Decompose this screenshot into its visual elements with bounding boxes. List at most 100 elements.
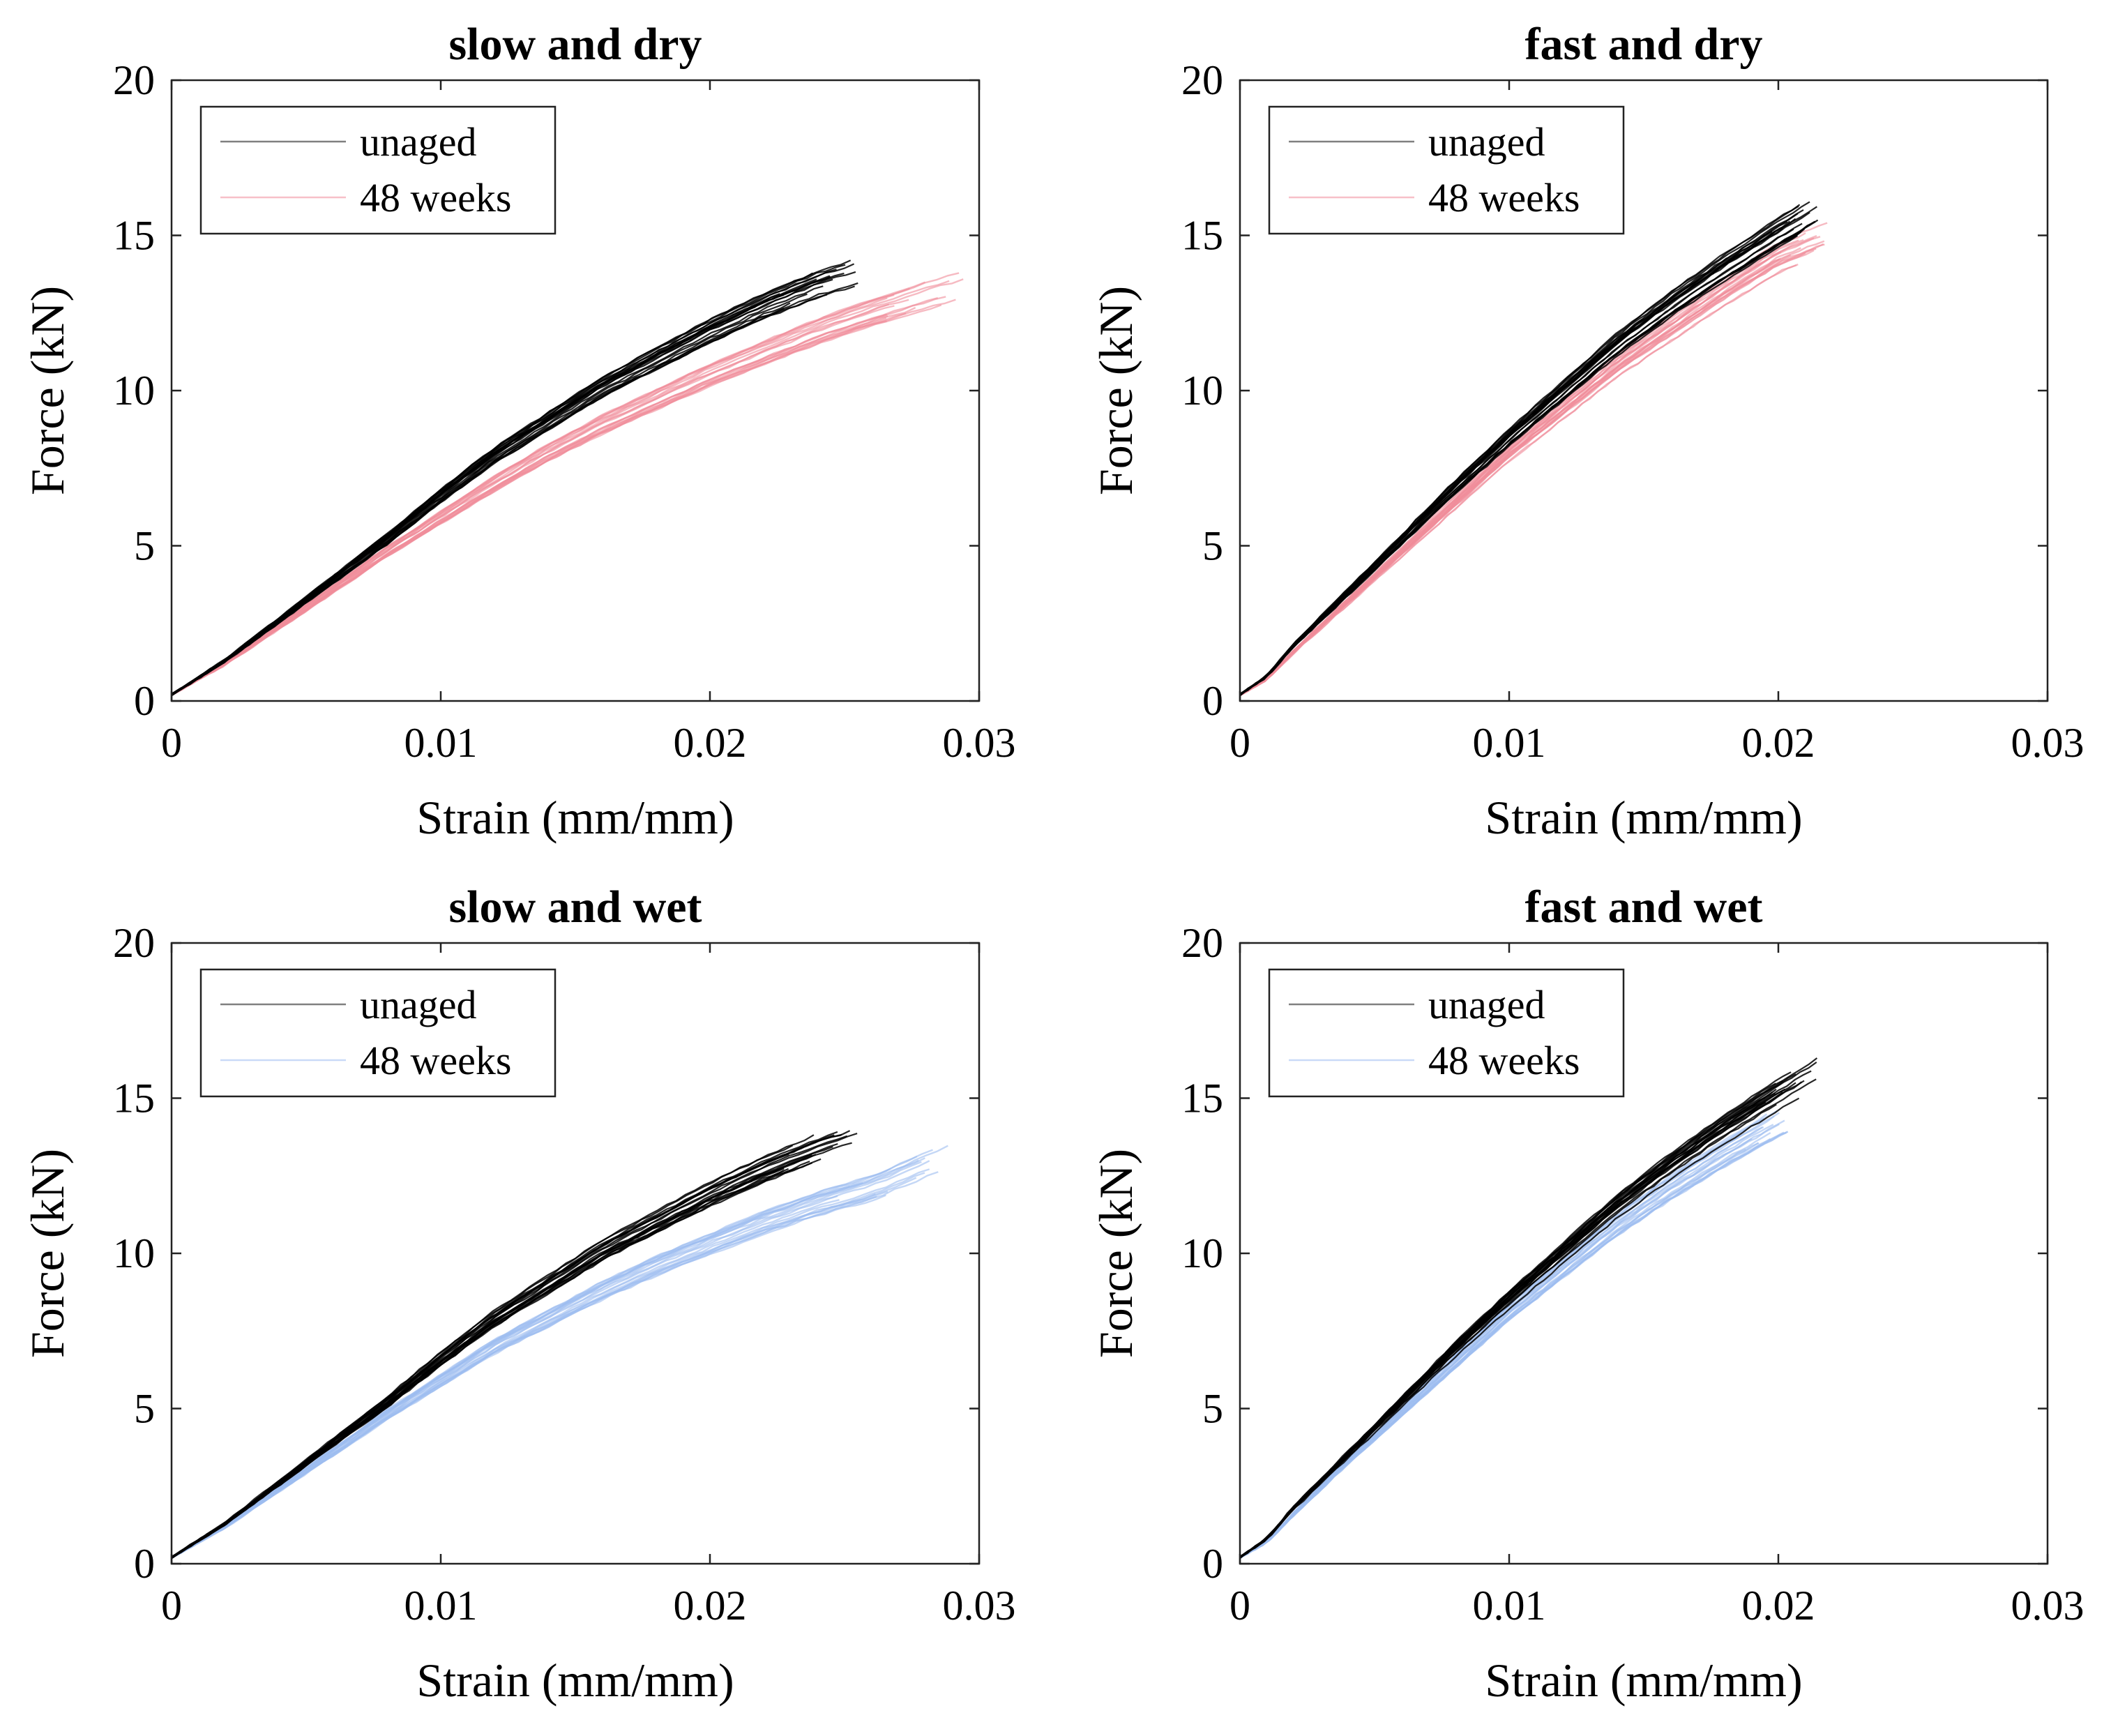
series-line-48-weeks — [1240, 254, 1792, 695]
series-line-unaged — [1240, 222, 1803, 695]
x-tick-label: 0.03 — [943, 720, 1016, 766]
chart-slow-and-dry: 0 0.01 0.02 0.03 0 5 10 15 20 slow and dry Strain … — [21, 19, 1016, 844]
chart-title: fast and wet — [1525, 882, 1763, 933]
series-48-weeks — [172, 272, 964, 697]
y-axis-label: Force (kN) — [1089, 1149, 1142, 1358]
series-line-unaged — [1240, 220, 1791, 695]
legend-box — [1268, 968, 1625, 1098]
series-48-weeks — [1240, 1110, 1789, 1560]
x-tick-label: 0 — [1229, 1583, 1250, 1629]
legend-label-unaged: unaged — [360, 119, 477, 165]
curves — [1240, 1057, 1818, 1560]
series-line-48-weeks — [1240, 264, 1797, 696]
legend-box — [1268, 105, 1625, 235]
x-tick-label: 0 — [1229, 720, 1250, 766]
series-48-weeks — [172, 1145, 948, 1560]
x-tick-label: 0 — [161, 720, 182, 766]
y-tick-label: 10 — [1181, 1230, 1223, 1276]
x-tick-label: 0.02 — [1742, 720, 1815, 766]
y-tick-label: 20 — [1181, 920, 1223, 966]
series-line-48-weeks — [172, 1168, 891, 1559]
y-tick-label: 15 — [113, 1075, 155, 1122]
legend-label-unaged: unaged — [1428, 982, 1545, 1027]
y-axis-label: Force (kN) — [21, 286, 74, 495]
series-unaged — [172, 259, 858, 697]
chart-title: slow and dry — [448, 19, 702, 70]
series-line-48-weeks — [172, 303, 890, 696]
x-tick-label: 0.01 — [1473, 1583, 1546, 1629]
curves — [172, 1130, 948, 1560]
series-line-unaged — [172, 294, 828, 697]
x-axis-label: Strain (mm/mm) — [416, 1654, 734, 1707]
series-line-48-weeks — [172, 1193, 876, 1558]
y-tick-label: 0 — [1202, 1541, 1223, 1587]
series-line-48-weeks — [172, 1168, 930, 1558]
legend: unaged 48 weeks — [199, 968, 557, 1098]
series-line-48-weeks — [172, 317, 887, 695]
series-line-48-weeks — [1240, 1142, 1760, 1558]
series-line-unaged — [172, 1146, 833, 1558]
y-tick-label: 15 — [1181, 213, 1223, 259]
y-tick-label: 0 — [134, 1541, 155, 1587]
x-axis-label: Strain (mm/mm) — [1485, 1654, 1802, 1707]
y-tick-label: 10 — [1181, 368, 1223, 414]
series-line-unaged — [172, 271, 856, 696]
series-line-unaged — [172, 1131, 838, 1558]
y-tick-label: 5 — [134, 523, 155, 569]
chart-title: slow and wet — [448, 882, 702, 933]
chart-slow-and-wet: 0 0.01 0.02 0.03 0 5 10 15 20 slow and wet Strain … — [21, 882, 1016, 1707]
x-axis-label: Strain (mm/mm) — [416, 791, 734, 844]
series-line-48-weeks — [1240, 1131, 1787, 1558]
y-tick-label: 15 — [1181, 1075, 1223, 1122]
curves — [172, 259, 964, 697]
x-tick-label: 0.02 — [674, 720, 747, 766]
y-tick-label: 20 — [113, 57, 155, 103]
x-tick-label: 0.01 — [1473, 720, 1546, 766]
x-tick-label: 0.01 — [404, 1583, 478, 1629]
x-tick-label: 0.02 — [1742, 1583, 1815, 1629]
series-unaged — [1240, 1057, 1818, 1560]
x-tick-label: 0.03 — [2011, 1583, 2084, 1629]
series-line-48-weeks — [1240, 243, 1824, 696]
series-unaged — [1240, 201, 1819, 697]
series-line-unaged — [172, 1134, 815, 1559]
series-line-48-weeks — [1240, 239, 1804, 697]
series-line-48-weeks — [172, 287, 910, 697]
y-axis-label: Force (kN) — [21, 1149, 74, 1358]
legend-label-48-weeks: 48 weeks — [1428, 1038, 1580, 1083]
series-line-unaged — [172, 1162, 812, 1560]
y-tick-label: 5 — [1202, 1386, 1223, 1432]
x-tick-label: 0.03 — [943, 1583, 1016, 1629]
legend-box — [199, 105, 557, 235]
y-tick-label: 0 — [134, 678, 155, 724]
y-tick-label: 5 — [1202, 523, 1223, 569]
curves — [1240, 201, 1828, 697]
legend-box — [199, 968, 557, 1098]
legend: unaged 48 weeks — [1268, 968, 1625, 1098]
series-line-unaged — [172, 1168, 789, 1558]
x-tick-label: 0 — [161, 1583, 182, 1629]
x-tick-label: 0.02 — [674, 1583, 747, 1629]
series-line-unaged — [1240, 1097, 1800, 1557]
legend-label-unaged: unaged — [360, 982, 477, 1027]
y-tick-label: 20 — [1181, 57, 1223, 103]
y-tick-label: 10 — [113, 368, 155, 414]
y-tick-label: 5 — [134, 1386, 155, 1432]
chart-title: fast and dry — [1524, 19, 1762, 70]
chart-fast-and-dry: 0 0.01 0.02 0.03 0 5 10 15 20 fast and dry Strain … — [1089, 19, 2084, 844]
x-tick-label: 0.01 — [404, 720, 478, 766]
series-line-unaged — [172, 259, 852, 697]
series-line-48-weeks — [1240, 1126, 1763, 1559]
legend-label-unaged: unaged — [1428, 119, 1545, 165]
chart-fast-and-wet: 0 0.01 0.02 0.03 0 5 10 15 20 fast and wet Strain … — [1089, 882, 2084, 1707]
series-line-unaged — [172, 293, 780, 695]
legend-label-48-weeks: 48 weeks — [360, 175, 511, 220]
x-tick-label: 0.03 — [2011, 720, 2084, 766]
y-tick-label: 20 — [113, 920, 155, 966]
y-tick-label: 10 — [113, 1230, 155, 1276]
legend-label-48-weeks: 48 weeks — [360, 1038, 511, 1083]
legend: unaged 48 weeks — [1268, 105, 1625, 235]
x-axis-label: Strain (mm/mm) — [1485, 791, 1802, 844]
series-unaged — [172, 1130, 858, 1560]
